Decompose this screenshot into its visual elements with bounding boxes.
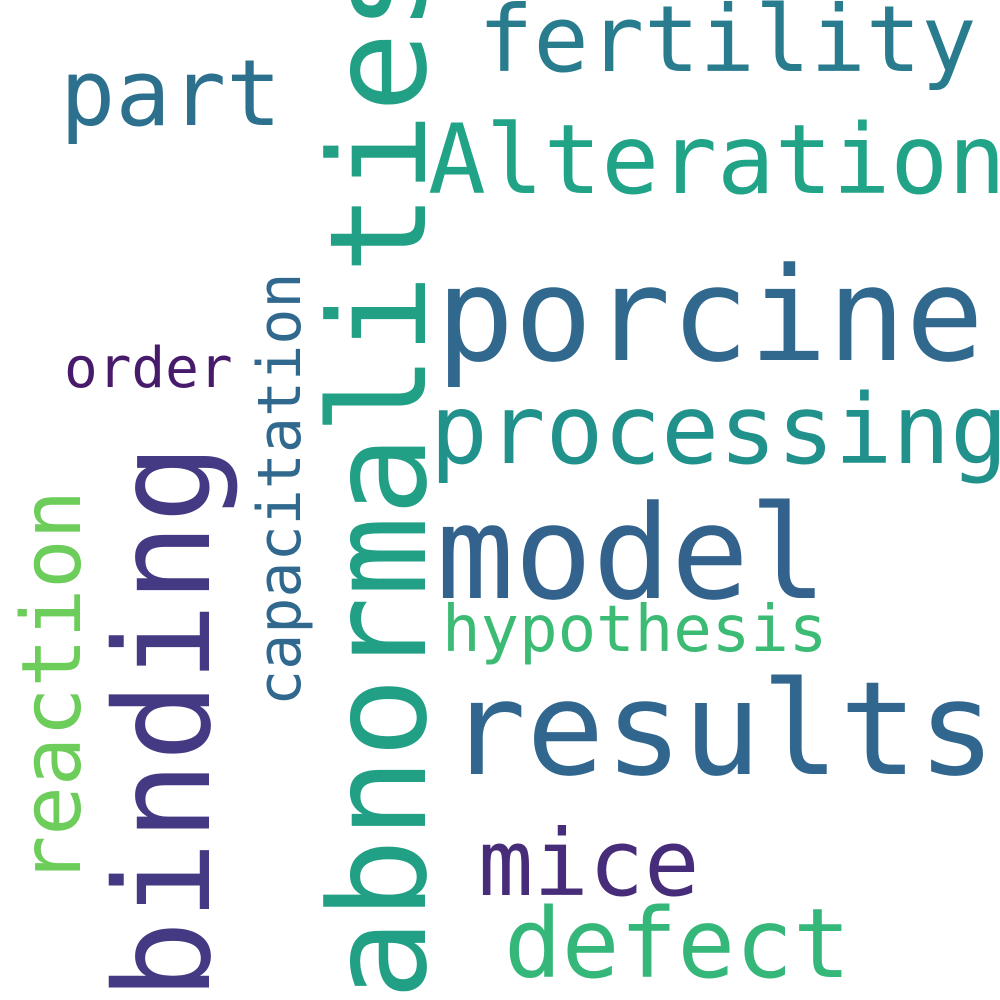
word-mice: mice: [478, 810, 700, 917]
word-hypothesis: hypothesis: [442, 593, 828, 667]
word-part: part: [60, 40, 282, 147]
word-results: results: [448, 653, 996, 805]
word-fertility: fertility: [478, 0, 977, 93]
word-abnormalities: abnormalities: [301, 0, 457, 1000]
word-model: model: [436, 477, 828, 629]
word-reaction: reaction: [5, 490, 100, 885]
word-defect: defect: [504, 888, 851, 1000]
word-binding: binding: [87, 443, 241, 1000]
word-processing: processing: [430, 374, 1000, 486]
word-porcine: porcine: [436, 239, 984, 391]
word-alteration: Alteration: [428, 104, 1000, 216]
word-order: order: [64, 336, 233, 401]
